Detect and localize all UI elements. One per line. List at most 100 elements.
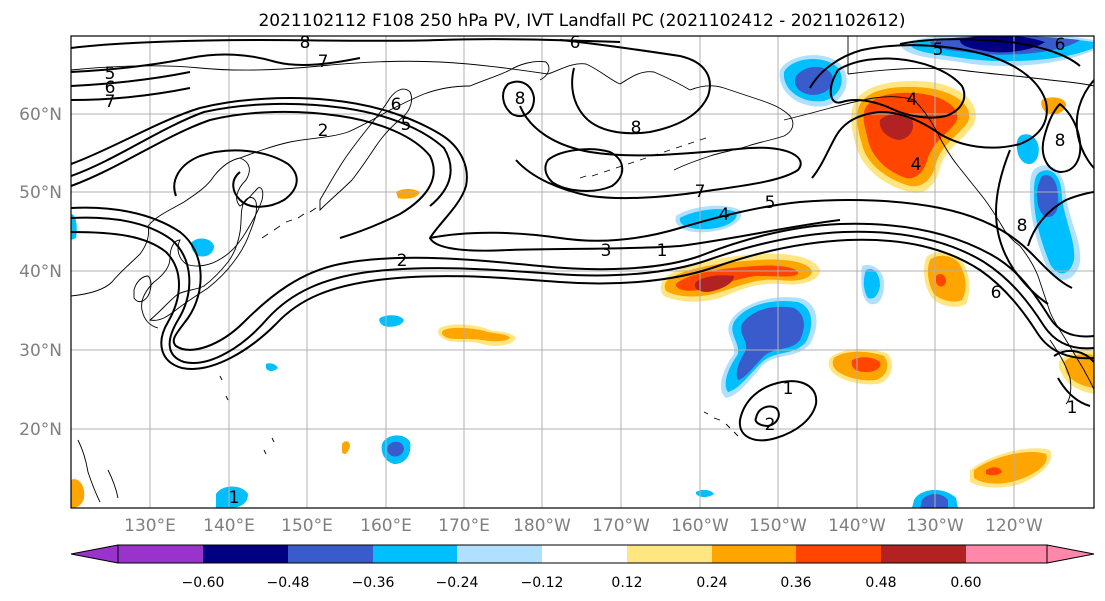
contour-label: 6 — [105, 78, 116, 98]
lat-label: 50°N — [19, 183, 62, 203]
contour-label: 8 — [300, 33, 311, 53]
colorbar-frame — [117, 544, 1048, 564]
coastline-japan — [148, 197, 257, 321]
lon-label: 170°E — [438, 516, 490, 536]
colorbar-segment — [373, 545, 457, 563]
positive-anomaly-west — [71, 189, 516, 508]
contour-6 — [71, 102, 452, 207]
contour-label: 8 — [1055, 131, 1066, 151]
colorbar-segment — [712, 545, 796, 563]
contour-7 — [173, 149, 298, 208]
lon-label: 160°E — [360, 516, 412, 536]
colorbar-segment — [796, 545, 881, 563]
map-panel: 8 7 6 5 6 7 2 6 5 8 8 7 5 4 3 1 2 1 2 5 … — [71, 33, 1094, 508]
contour-label: 6 — [1055, 35, 1066, 55]
colorbar-tick: 0.36 — [780, 575, 811, 591]
colorbar-segment — [288, 545, 373, 563]
colorbar-tick: 0.48 — [865, 575, 896, 591]
contour-22 — [1053, 350, 1094, 407]
colorbar-tick: 0.12 — [611, 575, 642, 591]
contour-label: 1 — [657, 241, 668, 261]
lon-label: 150°E — [281, 516, 333, 536]
contour-label: 1 — [229, 488, 240, 508]
lon-label: 180°W — [513, 516, 571, 536]
colorbar-tick: −0.48 — [267, 575, 310, 591]
contour-5 — [71, 110, 435, 239]
lon-label: 130°E — [124, 516, 176, 536]
latitude-labels: 60°N 50°N 40°N 30°N 20°N — [19, 105, 62, 440]
contour-14 — [809, 44, 1048, 179]
contour-19 — [1027, 191, 1094, 247]
colorbar-tick: 0.60 — [950, 575, 981, 591]
colorbar-tick: 0.24 — [696, 575, 727, 591]
contour-17 — [1041, 103, 1082, 173]
contour-label: 7 — [695, 182, 706, 202]
contour-1 — [71, 206, 1094, 351]
negative-anomaly-coast — [1016, 134, 1081, 280]
contour-label: 3 — [601, 241, 612, 261]
coastline-hawaii — [703, 411, 739, 437]
contour-3 — [71, 231, 1094, 370]
colorbar-tick: −0.60 — [182, 575, 225, 591]
lon-label: 130°W — [906, 516, 964, 536]
longitude-labels: 130°E 140°E 150°E 160°E 170°E 180°W 170°… — [124, 516, 1043, 536]
lat-label: 30°N — [19, 341, 62, 361]
coastline-korea — [133, 275, 152, 303]
contour-18 — [995, 149, 1049, 305]
contour-label: 5 — [105, 64, 116, 84]
lon-label: 160°W — [671, 516, 729, 536]
contour-label: 2 — [765, 415, 776, 435]
contour-11 — [544, 148, 624, 192]
colorbar-segment — [203, 545, 288, 563]
lon-label: 150°W — [749, 516, 807, 536]
figure-title: 2021102112 F108 250 hPa PV, IVT Landfall… — [258, 11, 905, 31]
contour-label: 6 — [991, 283, 1002, 303]
contour-label: 4 — [911, 155, 922, 175]
contour-9 — [71, 71, 191, 101]
colorbar-segment — [118, 545, 203, 563]
lat-label: 20°N — [19, 420, 62, 440]
contour-10 — [502, 39, 711, 135]
contour-label: 4 — [907, 90, 918, 110]
contour-label: 5 — [401, 115, 412, 135]
colorbar-segment — [457, 545, 542, 563]
contour-label: 1 — [783, 379, 794, 399]
contour-label: 8 — [1017, 216, 1028, 236]
contour-13 — [429, 199, 1073, 289]
contour-label: 2 — [318, 121, 329, 141]
colorbar: −0.60 −0.48 −0.36 −0.24 −0.12 0.12 0.24 … — [70, 544, 1095, 591]
contour-label: 8 — [631, 118, 642, 138]
contour-4 — [71, 97, 841, 252]
colorbar-segment — [881, 545, 966, 563]
colorbar-extend-min — [70, 544, 119, 564]
colorbar-segment — [627, 545, 712, 563]
colorbar-tick: −0.12 — [521, 575, 564, 591]
contour-15 — [829, 57, 966, 119]
colorbar-tick: −0.36 — [352, 575, 395, 591]
coastline-bonin-marianas — [219, 375, 275, 455]
contour-label: 6 — [391, 95, 402, 115]
contour-label: 2 — [397, 251, 408, 271]
colorbar-segment — [966, 545, 1047, 563]
contour-label: 7 — [318, 52, 329, 72]
negative-anomaly-midpacific — [675, 205, 884, 398]
contour-labels: 8 7 6 5 6 7 2 6 5 8 8 7 5 4 3 1 2 1 2 5 … — [105, 33, 1078, 508]
contour-12 — [515, 105, 802, 200]
colorbar-extend-max — [1046, 544, 1095, 564]
coastline-siberia — [71, 60, 691, 91]
lon-label: 120°W — [985, 516, 1043, 536]
graticule — [71, 36, 1094, 508]
contour-8 — [71, 38, 621, 73]
lon-label: 170°W — [592, 516, 650, 536]
colorbar-tick: −0.24 — [436, 575, 479, 591]
contour-label: 1 — [1067, 398, 1078, 418]
contour-label: 8 — [515, 89, 526, 109]
lat-label: 60°N — [19, 105, 62, 125]
coastline-kamchatka — [319, 88, 413, 212]
lat-label: 40°N — [19, 262, 62, 282]
map-frame — [70, 35, 1095, 509]
contour-20 — [738, 380, 818, 442]
contour-label: 5 — [765, 193, 776, 213]
